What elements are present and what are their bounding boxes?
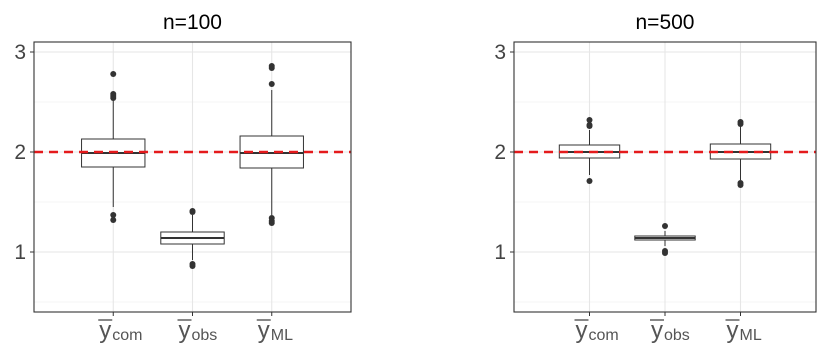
box-obs xyxy=(634,223,696,256)
outlier-point xyxy=(110,95,117,101)
outlier-point xyxy=(662,223,668,229)
x-tick-label-base: y xyxy=(651,317,663,344)
x-tick-label-base: y xyxy=(179,317,191,344)
x-tick-label-ML: y ML xyxy=(256,317,293,344)
x-tick-label-sub: com xyxy=(589,327,619,344)
x-tick-label-base: y xyxy=(576,317,588,344)
x-tick-label-sub: obs xyxy=(664,327,690,344)
x-tick-label-base: y xyxy=(727,317,739,344)
outlier-point xyxy=(268,65,275,71)
y-tick-label: 2 xyxy=(14,141,26,164)
x-tick-label-obs: y obs xyxy=(650,317,690,344)
outlier-point xyxy=(189,263,196,269)
outlier-point xyxy=(189,209,196,215)
x-tick-label-base: y xyxy=(99,317,111,344)
x-tick-label-sub: obs xyxy=(192,327,218,344)
x-tick-label-sub: ML xyxy=(271,327,293,344)
outlier-point xyxy=(268,220,275,226)
x-tick-label-sub: ML xyxy=(740,327,762,344)
y-tick-label: 3 xyxy=(494,41,506,64)
outlier-point xyxy=(110,71,117,77)
outlier-point xyxy=(586,117,593,123)
x-tick-label-sub: com xyxy=(112,327,142,344)
x-tick-label-base: y xyxy=(258,317,270,344)
panel-title: n=500 xyxy=(636,11,695,34)
x-tick-label-com: y com xyxy=(98,317,142,344)
outlier-point xyxy=(268,81,275,87)
y-tick-label: 1 xyxy=(494,241,506,264)
outlier-point xyxy=(586,123,593,129)
x-tick-label-obs: y obs xyxy=(177,317,218,344)
x-tick-label-ML: y ML xyxy=(725,317,762,344)
y-tick-label: 2 xyxy=(494,141,506,164)
outlier-point xyxy=(737,121,744,127)
y-tick-label: 1 xyxy=(14,241,26,264)
outlier-point xyxy=(110,217,117,223)
x-tick-label-com: y com xyxy=(574,317,619,344)
panel-title: n=100 xyxy=(163,11,222,34)
y-tick-label: 3 xyxy=(14,41,26,64)
outlier-point xyxy=(662,250,668,256)
outlier-point xyxy=(110,212,117,218)
outlier-point xyxy=(586,178,593,184)
outlier-point xyxy=(737,182,744,188)
box-obs xyxy=(160,208,225,269)
